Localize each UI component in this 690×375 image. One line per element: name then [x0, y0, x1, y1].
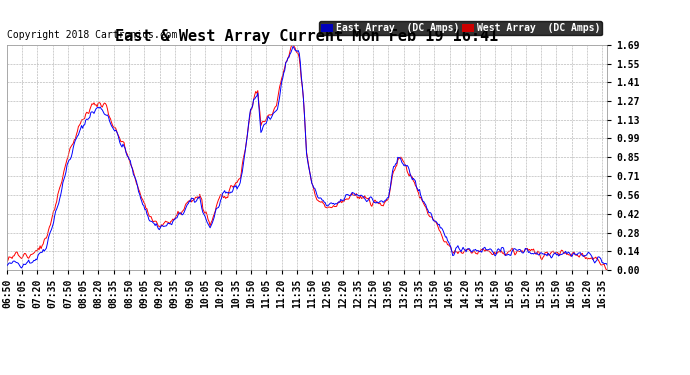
- Legend: East Array  (DC Amps), West Array  (DC Amps): East Array (DC Amps), West Array (DC Amp…: [319, 21, 602, 36]
- Title: East & West Array Current Mon Feb 19 16:41: East & West Array Current Mon Feb 19 16:…: [115, 29, 499, 44]
- Text: Copyright 2018 Cartronics.com: Copyright 2018 Cartronics.com: [7, 30, 177, 40]
